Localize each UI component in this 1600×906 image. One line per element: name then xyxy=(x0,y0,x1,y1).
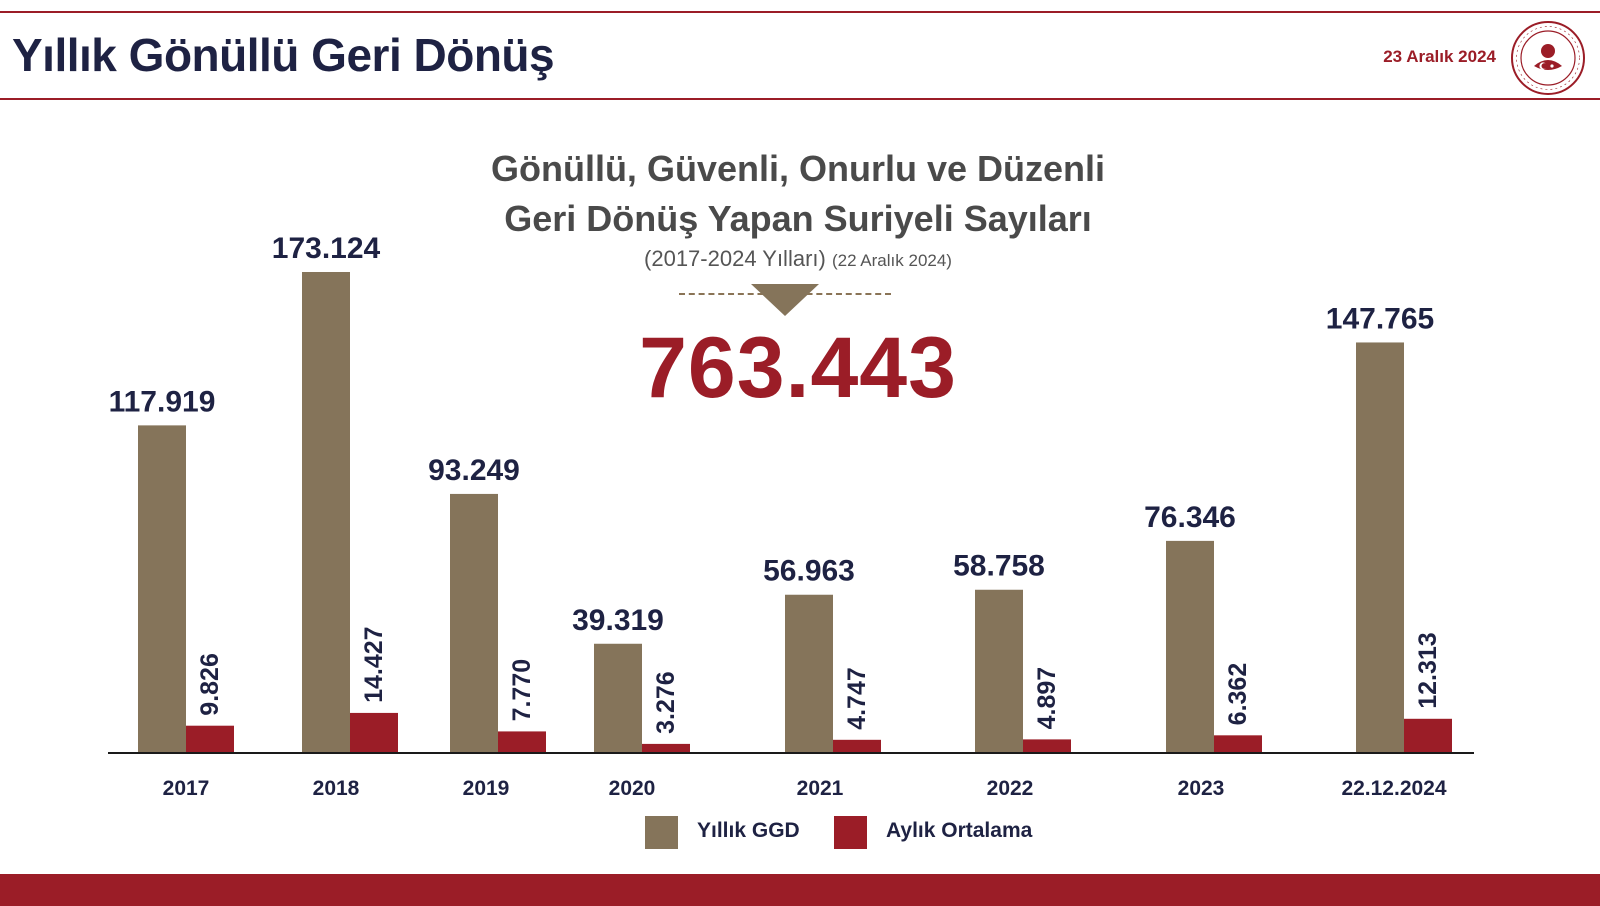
data-label-annual-4: 56.963 xyxy=(763,555,855,588)
data-label-monthly-3: 3.276 xyxy=(652,671,680,734)
data-label-annual-7: 147.765 xyxy=(1326,302,1434,335)
data-label-monthly-0: 9.826 xyxy=(196,653,224,716)
data-label-monthly-1: 14.427 xyxy=(360,626,388,702)
legend-label-annual: Yıllık GGD xyxy=(697,819,800,842)
bar-monthly-6 xyxy=(1214,735,1262,753)
data-label-annual-5: 58.758 xyxy=(953,550,1045,583)
bar-annual-7 xyxy=(1356,342,1404,753)
bar-annual-0 xyxy=(138,425,186,753)
x-tick-label-5: 2022 xyxy=(987,777,1034,800)
data-label-annual-2: 93.249 xyxy=(428,454,520,487)
x-tick-label-6: 2023 xyxy=(1178,777,1225,800)
data-label-monthly-5: 4.897 xyxy=(1033,667,1061,730)
chevron-down-icon xyxy=(751,284,819,316)
top-accent-line xyxy=(0,11,1600,13)
x-tick-label-4: 2021 xyxy=(797,777,844,800)
data-label-annual-6: 76.346 xyxy=(1144,501,1236,534)
chart-subtitle: (2017-2024 Yılları) (22 Aralık 2024) xyxy=(386,246,1210,272)
date-label: 23 Aralık 2024 xyxy=(1383,47,1496,66)
bar-monthly-3 xyxy=(642,743,690,753)
x-tick-label-1: 2018 xyxy=(313,777,360,800)
data-label-annual-0: 117.919 xyxy=(109,385,216,418)
bar-monthly-7 xyxy=(1404,718,1452,753)
data-label-monthly-4: 4.747 xyxy=(843,667,871,730)
bar-monthly-5 xyxy=(1023,739,1071,753)
x-tick-label-0: 2017 xyxy=(163,777,210,800)
bar-annual-2 xyxy=(450,493,498,753)
x-tick-label-7: 22.12.2024 xyxy=(1341,777,1446,800)
bar-monthly-1 xyxy=(350,712,398,753)
footer-band xyxy=(0,874,1600,906)
x-tick-label-2: 2019 xyxy=(463,777,510,800)
bar-annual-4 xyxy=(785,594,833,753)
legend-swatch-annual xyxy=(645,816,678,849)
as-of-label: (22 Aralık 2024) xyxy=(831,251,952,270)
data-label-monthly-2: 7.770 xyxy=(508,659,536,722)
header-divider xyxy=(0,98,1600,100)
bar-annual-6 xyxy=(1166,540,1214,753)
period-label: (2017-2024 Yılları) xyxy=(644,246,826,271)
data-label-monthly-6: 6.362 xyxy=(1224,663,1252,726)
total-returns-value: 763.443 xyxy=(639,320,957,416)
bar-annual-3 xyxy=(594,643,642,753)
page-title: Yıllık Gönüllü Geri Dönüş xyxy=(12,29,555,81)
bar-annual-5 xyxy=(975,589,1023,753)
data-label-monthly-7: 12.313 xyxy=(1414,632,1442,708)
legend-label-monthly: Aylık Ortalama xyxy=(886,819,1033,842)
bar-annual-1 xyxy=(302,272,350,753)
chart-title-line-1: Gönüllü, Güvenli, Onurlu ve Düzenli xyxy=(490,148,1106,189)
data-label-annual-3: 39.319 xyxy=(572,604,664,637)
bar-monthly-4 xyxy=(833,739,881,753)
data-label-annual-1: 173.124 xyxy=(272,232,381,265)
x-tick-label-3: 2020 xyxy=(609,777,656,800)
bar-monthly-0 xyxy=(186,725,234,753)
ministry-emblem-icon xyxy=(1511,21,1585,95)
bar-monthly-2 xyxy=(498,731,546,753)
chart-title-line-2: Geri Dönüş Yapan Suriyeli Sayıları xyxy=(504,198,1092,239)
legend-swatch-monthly xyxy=(834,816,867,849)
